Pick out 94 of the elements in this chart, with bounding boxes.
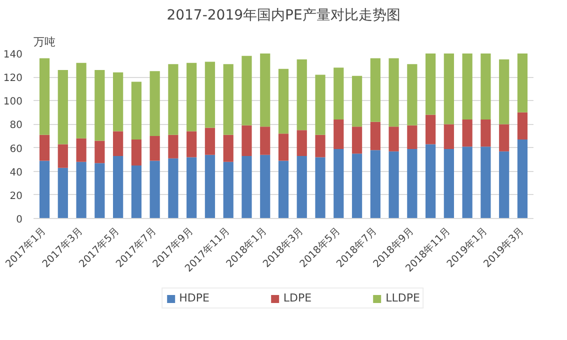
bar (407, 125, 418, 149)
y-tick-label: 140 (3, 50, 23, 60)
bar (76, 162, 86, 218)
legend-label: HDPE (179, 292, 210, 304)
bar (58, 144, 68, 168)
bar (39, 58, 50, 135)
bar (444, 54, 454, 124)
bar (113, 156, 124, 218)
chart-title: 2017-2019年国内PE产量对比走势图 (166, 8, 400, 24)
bar (315, 134, 326, 158)
bar (94, 163, 105, 218)
bar (388, 126, 399, 152)
bar (334, 120, 344, 149)
bar (242, 56, 252, 126)
bar (352, 76, 362, 127)
bar (315, 74, 326, 135)
bar (407, 148, 418, 218)
y-tick-label: 80 (10, 120, 23, 132)
bar (223, 162, 234, 218)
bar (260, 154, 270, 218)
bar (462, 146, 472, 218)
bar (168, 64, 178, 135)
bar (204, 154, 216, 218)
bar (444, 124, 454, 149)
bar (315, 157, 326, 218)
bar (370, 58, 380, 122)
bar (388, 58, 399, 127)
bar (499, 124, 510, 152)
bar (480, 146, 491, 218)
bar (58, 168, 68, 218)
bar (407, 64, 418, 126)
bar (480, 120, 491, 147)
bar (76, 62, 86, 138)
legend-label: LLDPE (386, 292, 420, 304)
bar (113, 131, 124, 156)
bar (242, 125, 252, 156)
bar (131, 140, 142, 166)
bar (242, 156, 252, 218)
bar (186, 157, 197, 218)
bar (278, 68, 289, 134)
bar (517, 112, 528, 140)
bar (94, 70, 105, 141)
bar (58, 70, 68, 144)
bar (444, 148, 454, 218)
bar (480, 54, 491, 120)
bar (462, 54, 472, 120)
bar (168, 134, 178, 158)
bar (260, 54, 270, 127)
y-tick-label: 0 (16, 214, 23, 226)
bar (334, 68, 344, 120)
bar (352, 126, 362, 154)
y-tick-label: 40 (10, 167, 23, 178)
bar (150, 71, 160, 136)
bar (334, 148, 344, 218)
bar (462, 120, 472, 147)
bar (94, 140, 105, 164)
y-tick-label: 60 (10, 144, 23, 155)
bar (388, 151, 399, 218)
bar (76, 138, 86, 162)
bar (204, 62, 216, 128)
bar (352, 154, 362, 218)
bar (260, 126, 270, 155)
bar (113, 72, 124, 132)
bar (370, 150, 380, 218)
bar (499, 151, 510, 218)
bar (223, 134, 234, 162)
bar (168, 158, 178, 218)
bar (278, 134, 289, 161)
bar (186, 62, 197, 132)
bar (426, 144, 436, 218)
y-axis-title: 万吨 (34, 36, 56, 48)
bar (296, 156, 307, 218)
y-tick-label: 20 (10, 190, 23, 202)
legend-label: LDPE (283, 292, 312, 304)
bar (499, 59, 510, 124)
y-tick-label: 120 (3, 73, 23, 84)
bar (296, 130, 307, 156)
bar (39, 134, 50, 161)
bar (426, 54, 436, 115)
bar (223, 64, 234, 135)
bar (517, 140, 528, 218)
bar (39, 160, 50, 218)
bar (131, 165, 142, 218)
bar (150, 160, 160, 218)
bar (278, 160, 289, 218)
bar (150, 136, 160, 161)
bar (517, 54, 528, 112)
bar (186, 131, 197, 158)
bar (370, 122, 380, 150)
y-tick-label: 100 (3, 96, 23, 108)
bar (131, 82, 142, 140)
bar (204, 128, 216, 155)
bar (296, 59, 307, 130)
bar (426, 114, 436, 144)
